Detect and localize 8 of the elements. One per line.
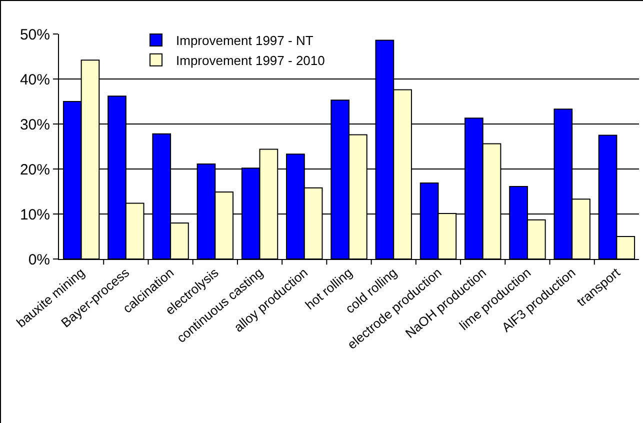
y-tick-label: 10%	[20, 206, 50, 224]
y-tick-label: 50%	[20, 26, 50, 44]
y-tick-label: 40%	[20, 71, 50, 88]
y-tick-label: 30%	[20, 116, 50, 134]
y-tick-label: 0%	[28, 251, 50, 268]
y-tick-label: 20%	[20, 161, 50, 178]
legend-label: Improvement 1997 - 2010	[176, 52, 325, 68]
legend-label: Improvement 1997 - NT	[176, 33, 314, 48]
